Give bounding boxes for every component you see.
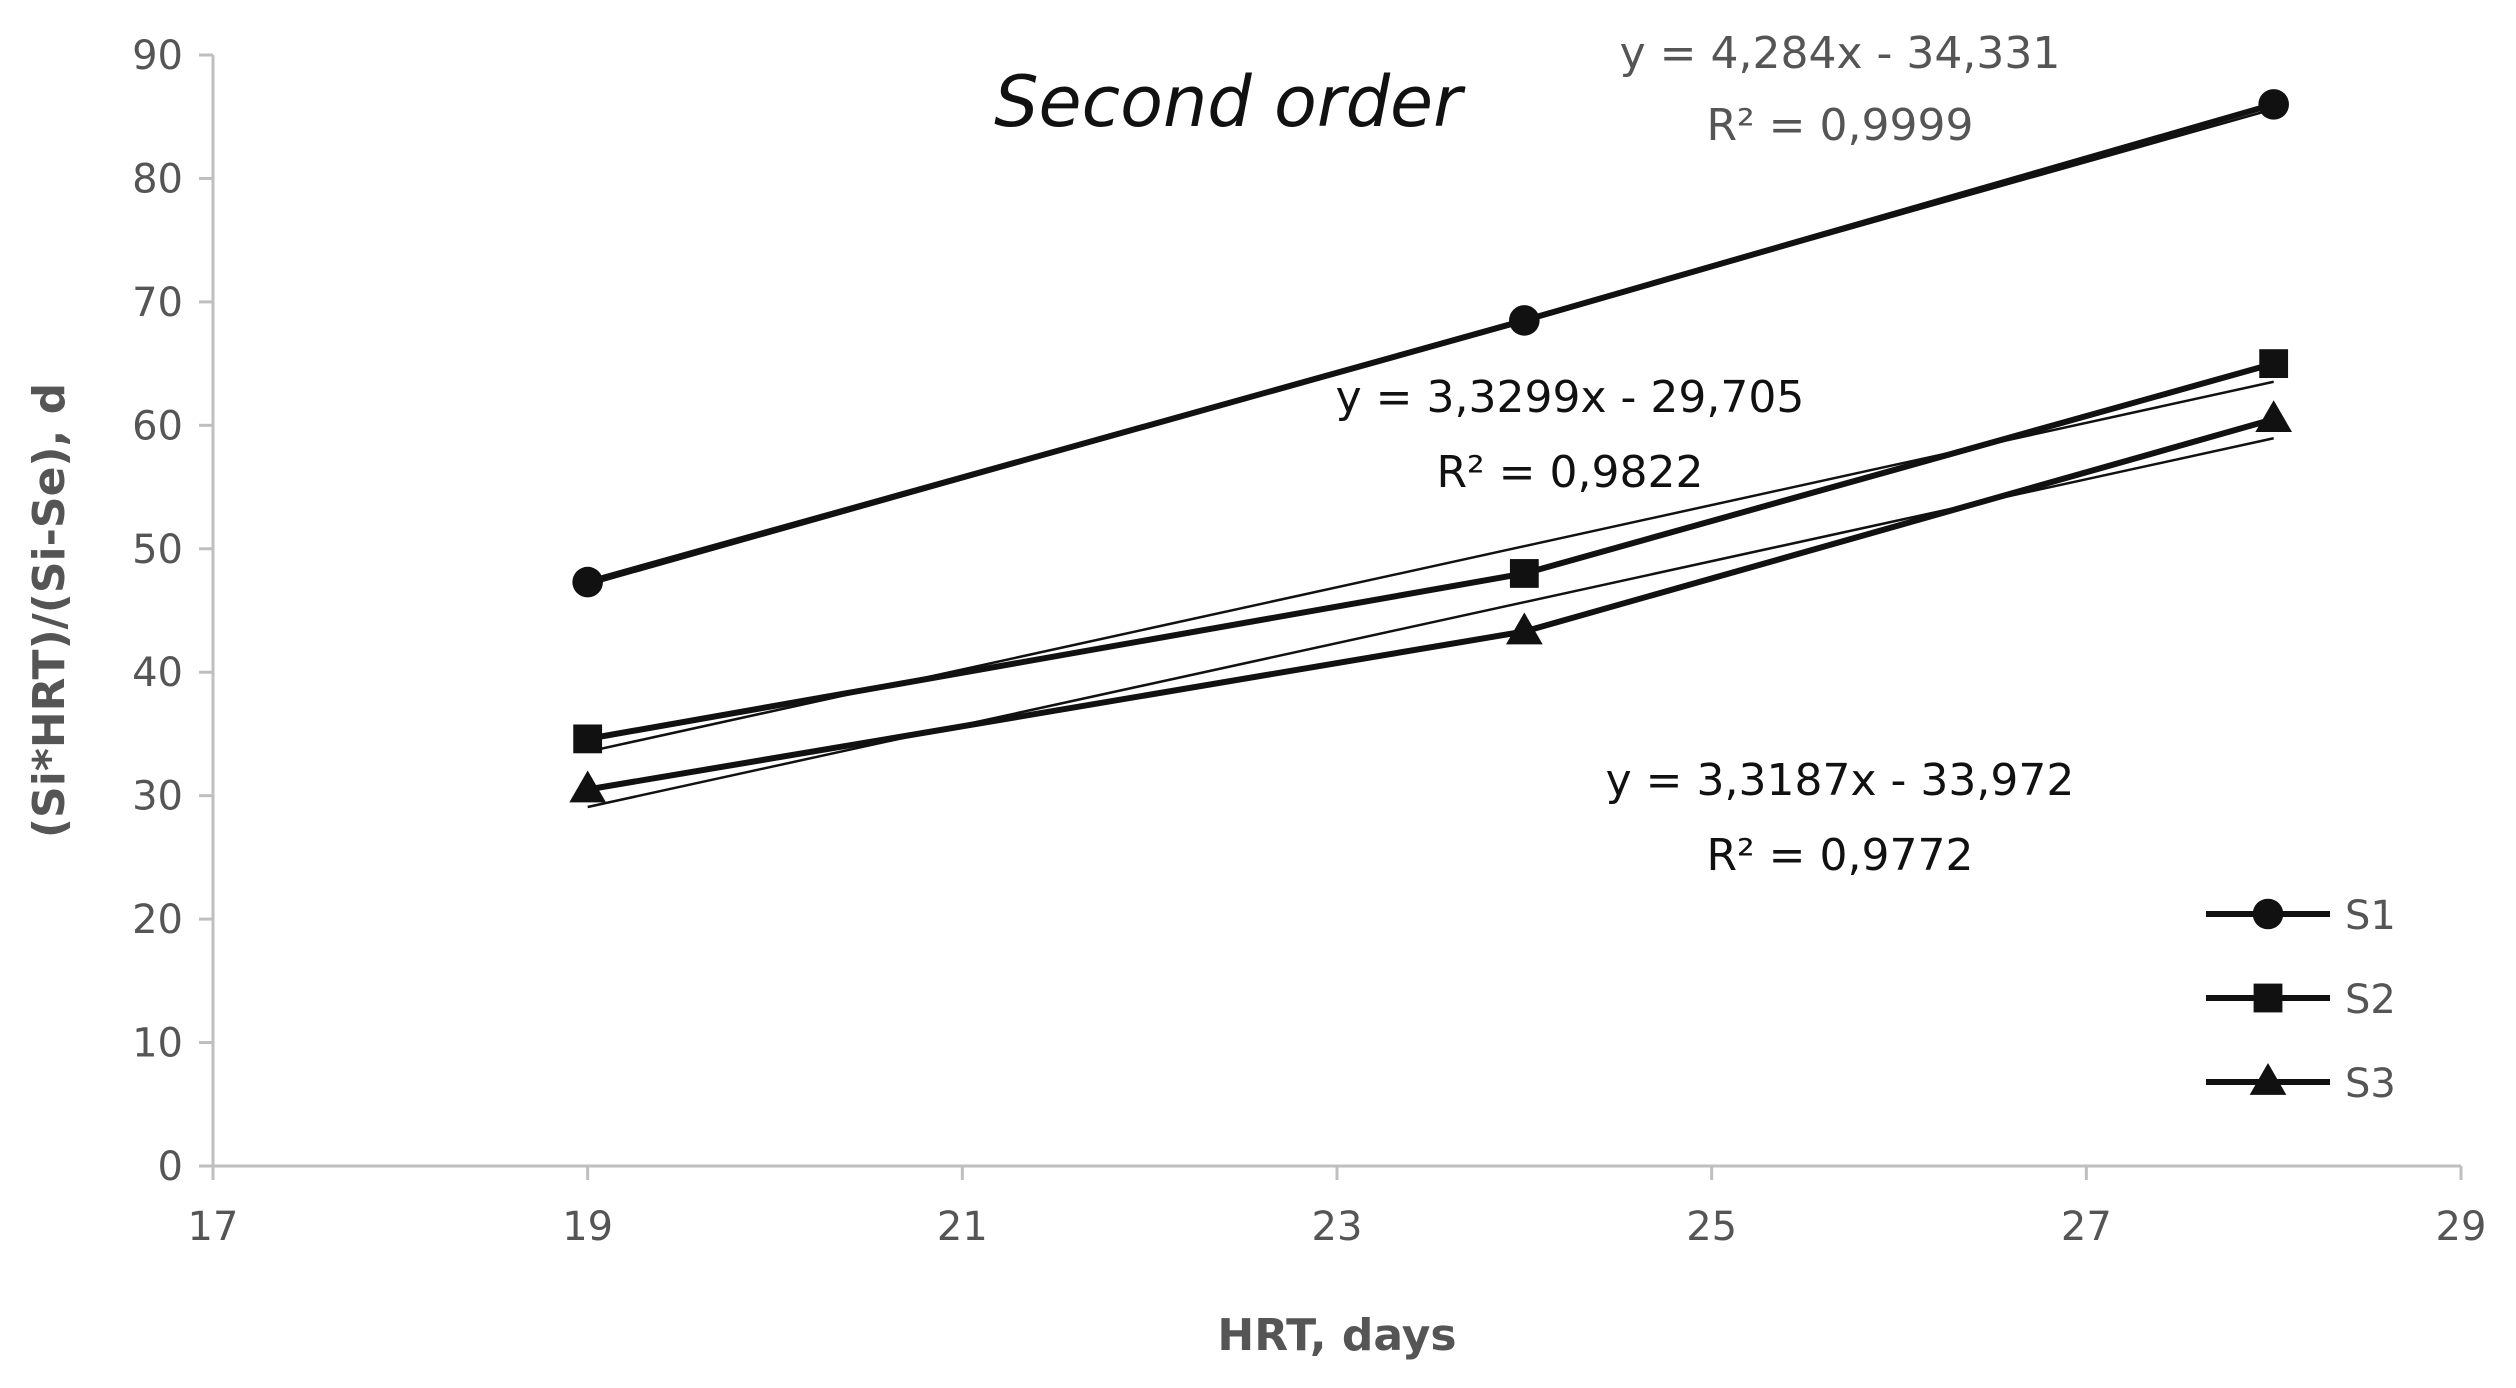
trendline-equation-s3: y = 3,3187x - 33,972: [1606, 755, 2075, 806]
legend: S1 S2 S3: [2206, 893, 2396, 1107]
y-tick-label: 0: [158, 1144, 183, 1190]
trendline-r2-s1: R² = 0,9999: [1706, 100, 1973, 151]
trendline-equation-s2: y = 3,3299x - 29,705: [1336, 372, 1805, 423]
legend-label-s2: S2: [2345, 977, 2396, 1023]
y-axis-title: (Si*HRT)/(Si-Se), d: [24, 383, 75, 838]
legend-label-s1: S1: [2345, 893, 2396, 939]
series-line-s3: [587, 416, 2275, 793]
data-point-s2: [2259, 349, 2289, 379]
legend-label-s3: S3: [2345, 1061, 2396, 1107]
x-tick-label: 17: [188, 1204, 239, 1250]
data-point-s2: [1509, 559, 1539, 588]
y-tick-label: 10: [132, 1021, 183, 1067]
y-tick-label: 30: [132, 774, 183, 820]
y-tick-label: 20: [132, 897, 183, 943]
x-tick-label: 19: [562, 1204, 613, 1250]
y-tick-label: 40: [132, 650, 183, 696]
axes-layer: 0 10 20 30 40 50 60 70 80 90 17 19 21 23 25 27 29 HRT, da…: [24, 33, 2486, 1361]
x-axis-title: HRT, days: [1217, 1310, 1456, 1361]
y-tick-label: 80: [132, 156, 183, 202]
trendlines-layer: [587, 107, 2275, 809]
x-tick-label: 21: [937, 1204, 988, 1250]
y-tick-label: 90: [132, 33, 183, 79]
data-point-s1: [2258, 89, 2289, 120]
y-tick-label: 60: [132, 403, 183, 449]
data-point-s3: [1505, 612, 1543, 645]
data-point-s3: [569, 770, 607, 803]
data-point-s2: [573, 724, 603, 754]
data-point-s3: [2255, 400, 2293, 433]
series-layer: [569, 89, 2293, 803]
legend-marker-s2: [2253, 983, 2283, 1013]
x-tick-label: 23: [1312, 1204, 1363, 1250]
legend-marker-s3: [2249, 1063, 2287, 1095]
y-tick-label: 50: [132, 527, 183, 573]
x-tick-label: 27: [2061, 1204, 2112, 1250]
data-point-s1: [572, 566, 603, 598]
trendline-r2-s2: R² = 0,9822: [1436, 447, 1703, 498]
x-tick-label: 29: [2436, 1204, 2487, 1250]
data-point-s1: [1509, 305, 1540, 336]
y-tick-label: 70: [132, 280, 183, 326]
chart-title: Second order: [994, 61, 1466, 143]
series-line-s1: [586, 101, 2275, 585]
trendline-equation-s1: y = 4,284x - 34,331: [1620, 28, 2061, 79]
text-layer: Second order y = 4,284x - 34,331 R² = 0,99…: [994, 28, 2074, 881]
trendline-r2-s3: R² = 0,9772: [1706, 830, 1973, 881]
x-tick-label: 25: [1686, 1204, 1737, 1250]
legend-marker-s1: [2252, 898, 2284, 930]
